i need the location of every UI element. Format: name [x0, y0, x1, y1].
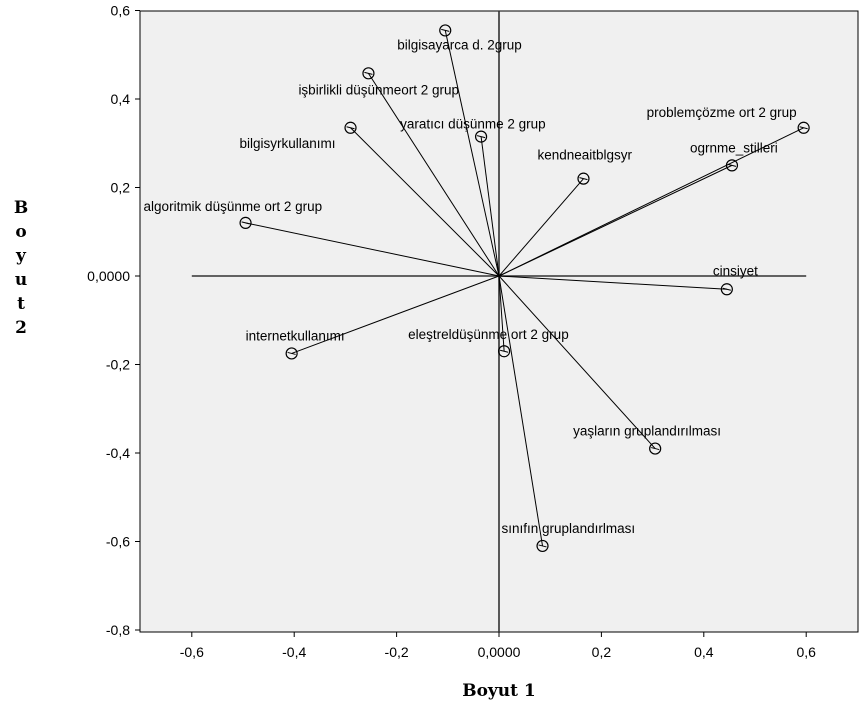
data-point [498, 345, 511, 358]
y-axis-title-letter: 2 [15, 318, 27, 338]
point-label: algoritmik düşünme ort 2 grup [144, 199, 323, 214]
y-tick-label: -0,8 [106, 622, 130, 638]
vector-line [498, 127, 804, 277]
vector-line [498, 275, 544, 547]
y-tick-label: -0,6 [106, 534, 130, 550]
vector-line [480, 136, 500, 277]
x-axis-title: Boyut 1 [462, 681, 536, 701]
point-label: cinsiyet [713, 263, 758, 278]
x-tick-label: 0,4 [694, 644, 714, 660]
data-point-mark [441, 28, 450, 32]
vector-line [444, 30, 500, 277]
y-tick-label: 0,4 [111, 91, 131, 107]
data-point [474, 130, 488, 143]
x-tick-label: -0,2 [385, 644, 409, 660]
point-label: internetkullanımı [246, 328, 345, 343]
data-point-mark [538, 544, 547, 548]
data-point [725, 159, 739, 172]
point-label: eleştreldüşünme ort 2 grup [408, 327, 569, 342]
data-point [439, 24, 452, 37]
y-axis-title-letter: o [15, 222, 27, 242]
vector-line [245, 222, 500, 277]
y-axis-title-letter: y [16, 246, 26, 266]
point-label: işbirlikli düşünmeort 2 grup [298, 82, 459, 97]
data-point [720, 283, 733, 296]
data-point [797, 121, 810, 134]
point-label: problemçözme ort 2 grup [647, 105, 797, 120]
vector-line [291, 275, 500, 354]
data-point [649, 442, 662, 455]
y-tick-label: 0,0000 [87, 268, 130, 284]
y-tick-label: -0,2 [106, 357, 130, 373]
x-tick-label: 0,2 [592, 644, 612, 660]
y-tick-label: -0,4 [106, 445, 130, 461]
x-tick-label: 0,6 [796, 644, 816, 660]
data-point [536, 539, 549, 553]
vector-line [498, 275, 505, 352]
point-label: kendneaitblgsyr [537, 148, 632, 163]
y-tick-label: 0,6 [111, 3, 131, 19]
x-tick-label: 0,0000 [478, 644, 521, 660]
point-label: yaratıcı düşünme 2 grup [400, 117, 546, 132]
y-axis-title-letter: B [13, 198, 29, 218]
data-point [362, 67, 375, 80]
point-label: yaşların gruplandırılması [573, 424, 721, 439]
vector-line [368, 73, 500, 277]
data-point-mark [727, 163, 737, 167]
x-tick-label: -0,4 [282, 644, 306, 660]
y-axis-title-letter: t [17, 294, 25, 314]
vector-line [498, 275, 656, 449]
y-axis-title-letter: u [14, 270, 28, 290]
point-label: bilgisayarca d. 2grup [397, 37, 522, 52]
data-point-mark [476, 135, 486, 139]
data-point [344, 121, 357, 134]
vector-line [350, 127, 500, 277]
data-point-mark [579, 177, 588, 181]
point-label: sınıfın gruplandırlması [502, 521, 636, 536]
data-point-mark [364, 71, 373, 75]
data-point-mark [799, 126, 808, 130]
vector-line [498, 164, 733, 277]
data-point-mark [346, 126, 355, 130]
y-tick-label: 0,2 [111, 180, 131, 196]
x-tick-label: -0,6 [180, 644, 204, 660]
data-point [239, 216, 252, 229]
data-point-mark [287, 351, 296, 355]
data-point [577, 172, 590, 185]
data-point [285, 347, 298, 360]
vector-line [498, 275, 727, 290]
point-label: ogrnme_stilleri [690, 140, 778, 155]
point-label: bilgisyrkullanımı [240, 136, 336, 151]
vector-line [498, 178, 584, 277]
data-point-mark [499, 349, 509, 353]
data-point-mark [241, 221, 250, 225]
data-point-mark [722, 287, 731, 291]
data-point-mark [651, 447, 660, 451]
